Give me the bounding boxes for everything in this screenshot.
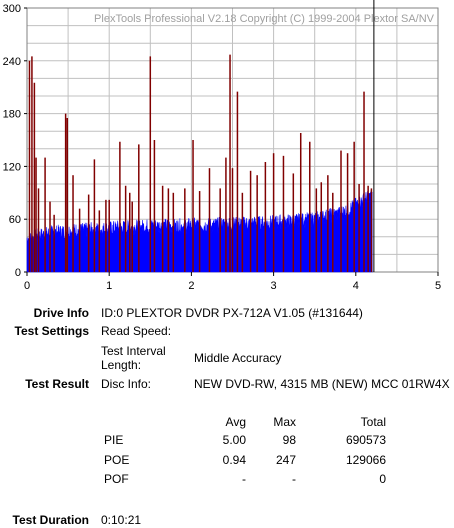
test-duration-value: 0:10:21 (101, 513, 142, 527)
row-pie-max: 98 (282, 433, 296, 447)
interval-label-line1: Test Interval (101, 344, 166, 358)
test-duration-label: Test Duration (12, 513, 89, 527)
col-total-header: Total (360, 415, 386, 429)
row-poe-total: 129066 (345, 453, 386, 467)
read-speed-label: Read Speed: (101, 324, 172, 338)
row-pie-name: PIE (104, 433, 124, 447)
x-tick-label: 2 (188, 280, 194, 292)
disc-info-value: NEW DVD-RW, 4315 MB (NEW) MCC 01RW4X (194, 377, 450, 391)
x-tick-label: 3 (271, 280, 277, 292)
interval-value: Middle Accuracy (194, 351, 282, 365)
y-tick-label: 300 (3, 3, 21, 15)
chart-plot: PlexTools Professional V2.18 Copyright (… (3, 0, 441, 292)
x-tick-label: 5 (435, 280, 441, 292)
y-tick-label: 60 (9, 214, 21, 226)
x-tick-label: 4 (353, 280, 359, 292)
drive-info-label: Drive Info (33, 306, 89, 320)
y-tick-label: 240 (3, 56, 21, 68)
row-poe-name: POE (104, 453, 130, 467)
col-max-header: Max (273, 415, 296, 429)
test-settings-label: Test Settings (14, 324, 89, 338)
row-pof-name: POF (104, 472, 129, 486)
drive-info-value: ID:0 PLEXTOR DVDR PX-712A V1.05 (#131644… (101, 306, 363, 320)
disc-info-label: Disc Info: (101, 377, 152, 391)
row-pof-avg: - (242, 472, 246, 486)
row-pie-total: 690573 (345, 433, 386, 447)
chart-title: PlexTools Professional V2.18 Copyright (… (94, 13, 435, 25)
row-pof-total: 0 (379, 472, 386, 486)
x-tick-label: 0 (24, 280, 30, 292)
x-tick-label: 1 (106, 280, 112, 292)
row-poe-max: 247 (275, 453, 296, 467)
chart: PlexTools Professional V2.18 Copyright (… (3, 0, 441, 292)
test-result-label: Test Result (25, 377, 89, 391)
y-tick-label: 0 (15, 267, 21, 279)
col-avg-header: Avg (225, 415, 246, 429)
row-pof-max: - (292, 472, 296, 486)
row-poe-avg: 0.94 (222, 453, 246, 467)
interval-label-line2: Length: (101, 358, 142, 372)
y-tick-label: 120 (3, 161, 21, 173)
y-tick-label: 180 (3, 109, 21, 121)
row-pie-avg: 5.00 (222, 433, 246, 447)
